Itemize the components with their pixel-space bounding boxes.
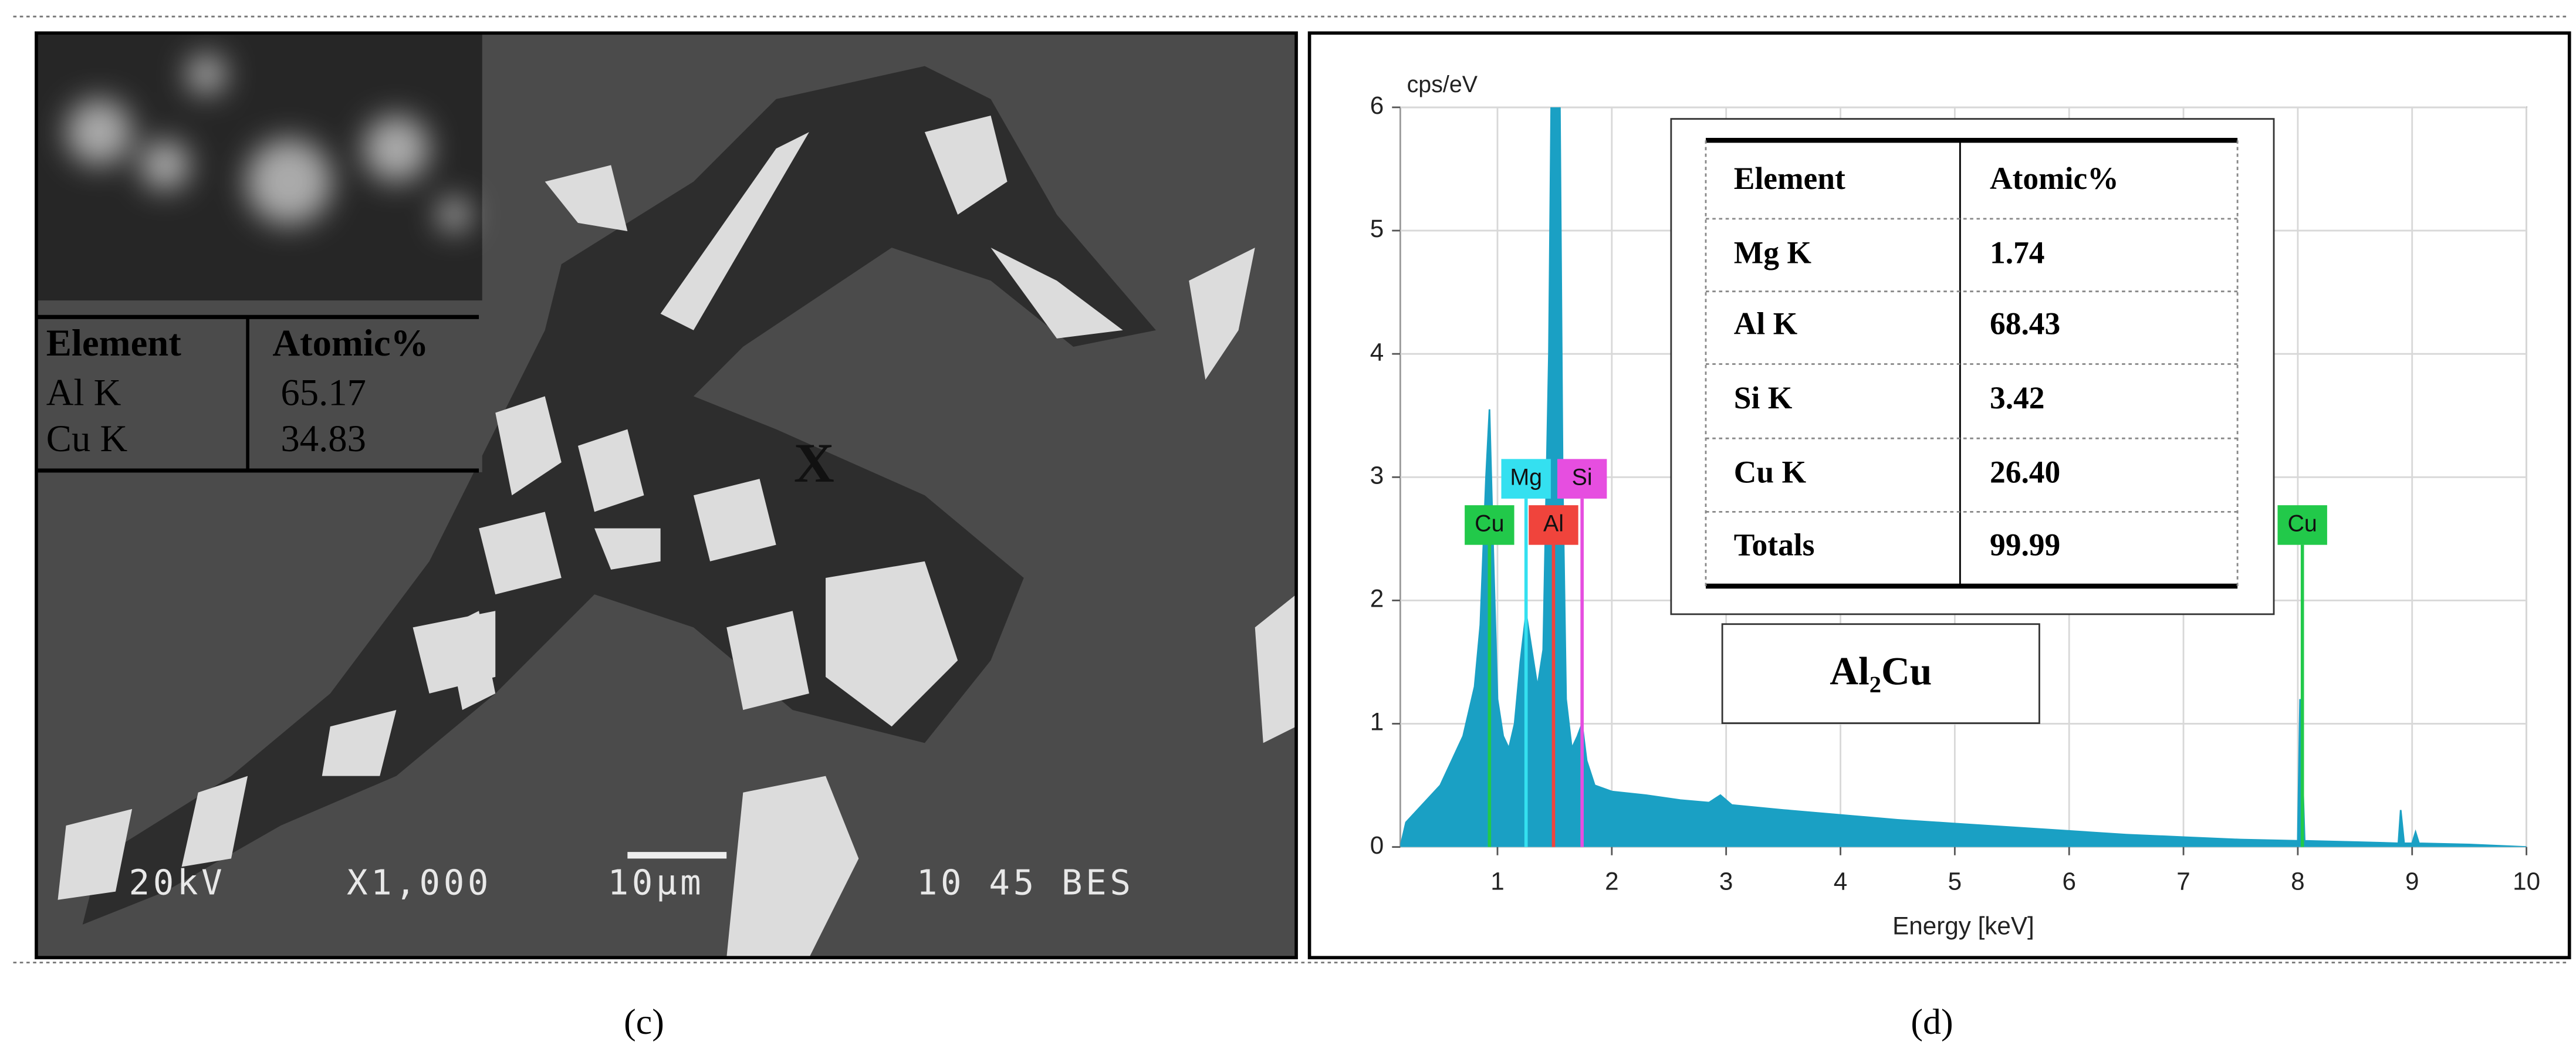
x-tick-label: 5 — [1948, 868, 1962, 895]
peak-label: Cu — [1475, 510, 1504, 536]
table-header: Atomic% — [272, 322, 428, 364]
panel-label: (c) — [624, 1002, 664, 1042]
panel-label: (d) — [1911, 1002, 1953, 1042]
x-tick-label: 8 — [2291, 868, 2304, 895]
peak-label: Mg — [1510, 465, 1542, 490]
x-tick-label: 3 — [1719, 868, 1733, 895]
y-tick-label: 1 — [1370, 708, 1384, 736]
sem-info-text: 20kV — [129, 862, 225, 902]
spectrum-area — [1400, 107, 2527, 847]
y-axis-label: cps/eV — [1407, 72, 1478, 97]
table-cell: Totals — [1734, 527, 1815, 563]
y-tick-label: 0 — [1370, 831, 1384, 859]
eds-table: Element Atomic% Mg K 1.74 Al K 68.43 Si K 3.42 C… — [1705, 137, 2239, 589]
peak-label-box — [1501, 459, 1551, 499]
phase-label: Al₂Cu — [1830, 649, 1932, 693]
eds-table-frame — [1670, 118, 2275, 615]
table-cell: Mg K — [1734, 235, 1812, 270]
peak-label: Cu — [2288, 510, 2317, 536]
point-marker: X — [794, 432, 834, 494]
x-tick-label: 10 — [2513, 868, 2540, 895]
sem-table-bg — [36, 300, 482, 472]
sem-info-text: 10μm — [608, 862, 705, 902]
x-tick-label: 1 — [1490, 868, 1504, 895]
sem-image — [36, 33, 1297, 958]
table-header: Element — [46, 322, 182, 364]
panel-frame — [35, 31, 1298, 960]
sem-info: 20kV X1,000 10μm 10 45 BES — [129, 862, 1134, 902]
table-header: Element — [1734, 161, 1845, 196]
table-cell: 34.83 — [280, 417, 366, 459]
table-cell: 26.40 — [1990, 455, 2060, 490]
x-tick-label: 7 — [2176, 868, 2190, 895]
x-tick-label: 9 — [2405, 868, 2419, 895]
table-cell: Cu K — [46, 417, 128, 459]
peak-label: Si — [1572, 465, 1593, 490]
y-tick-label: 3 — [1370, 461, 1384, 489]
y-tick-label: 6 — [1370, 92, 1384, 119]
x-axis-label: Energy [keV] — [1892, 912, 2034, 940]
peak-label-box — [1529, 505, 1578, 545]
x-tick-label: 2 — [1605, 868, 1618, 895]
peak-label: Al — [1543, 510, 1564, 536]
x-tick-label: 4 — [1834, 868, 1847, 895]
table-cell: 3.42 — [1990, 380, 2045, 415]
peak-label-box — [1557, 459, 1607, 499]
table-cell: 1.74 — [1990, 235, 2045, 270]
y-tick-label: 4 — [1370, 338, 1384, 366]
y-tick-label: 5 — [1370, 215, 1384, 242]
table-cell: Al K — [46, 371, 121, 413]
peak-label-box — [1465, 505, 1515, 545]
table-cell: 99.99 — [1990, 527, 2060, 563]
table-cell: Cu K — [1734, 455, 1807, 490]
sem-particles — [58, 116, 1297, 958]
table-cell: Al K — [1734, 306, 1798, 341]
y-tick-label: 2 — [1370, 585, 1384, 613]
x-tick-label: 6 — [2062, 868, 2075, 895]
table-cell: 68.43 — [1990, 306, 2060, 341]
sem-info-text: 10 45 BES — [917, 862, 1134, 902]
sem-info-text: X1,000 — [347, 862, 492, 902]
sem-inset-blobs — [66, 54, 471, 231]
table-cell: Si K — [1734, 380, 1793, 415]
table-cell: 65.17 — [280, 371, 366, 413]
peak-label-box — [2277, 505, 2327, 545]
sem-table: Element Atomic% Al K 65.17 Cu K 34.83 — [46, 322, 429, 459]
phase-box — [1721, 623, 2040, 725]
table-header: Atomic% — [1990, 161, 2119, 196]
